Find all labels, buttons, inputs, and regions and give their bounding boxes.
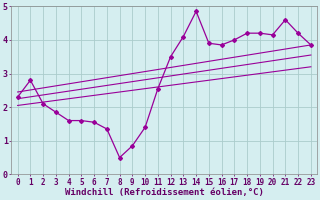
X-axis label: Windchill (Refroidissement éolien,°C): Windchill (Refroidissement éolien,°C): [65, 188, 264, 197]
